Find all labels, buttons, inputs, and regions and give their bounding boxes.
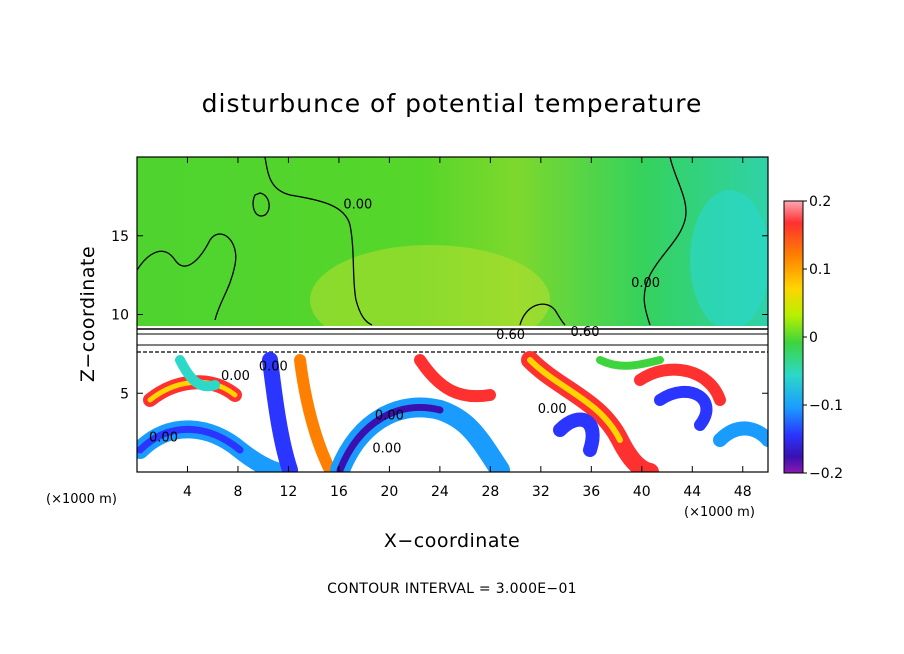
x-tick-label: 16 [330,484,348,500]
x-tick-label: 24 [431,484,449,500]
y-axis-title: Z−coordinate [77,246,99,382]
y-axis-ticks: 5 10 15 [111,229,768,402]
contour-label: 0.60 [571,325,600,340]
x-tick-label: 32 [532,484,550,500]
x-axis-ticks: 4 8 12 16 20 24 28 32 36 40 44 48 [183,157,752,500]
x-unit-label-left: (×1000 m) [46,492,117,507]
x-tick-label: 4 [183,484,192,500]
y-tick-label: 15 [111,229,129,245]
contour-label: 0.00 [372,441,401,456]
contour-label: 0.00 [631,276,660,291]
turbulent-eddies [137,351,768,472]
colorbar-ticks: 0.2 0.1 0 −0.1 −0.2 [803,194,843,482]
x-tick-label: 44 [683,484,701,500]
y-tick-label: 10 [111,308,129,324]
x-unit-label-right: (×1000 m) [684,505,755,520]
plot-area [137,157,768,472]
x-tick-label: 40 [633,484,651,500]
chart-title: disturbunce of potential temperature [202,89,703,118]
x-tick-label: 12 [280,484,298,500]
colorbar-tick-label: 0.1 [809,262,831,278]
inversion-band [137,326,768,356]
x-tick-label: 8 [233,484,242,500]
contour-label: 0.00 [221,369,250,384]
x-tick-label: 28 [481,484,499,500]
x-axis-title: X−coordinate [384,530,520,552]
colorbar-tick-label: 0.2 [809,194,831,210]
contour-lines [137,157,687,326]
x-tick-label: 36 [582,484,600,500]
colorbar-tick-label: −0.1 [809,398,843,414]
colorbar-scale [783,200,804,474]
contour-labels: 0.00 0.00 0.60 0.60 0.00 0.00 0.00 0.00 0.00 0.00 [149,197,660,456]
colorbar: 0.2 0.1 0 −0.1 −0.2 [783,194,843,482]
x-tick-label: 48 [734,484,752,500]
contour-label: 0.00 [538,402,567,417]
y-tick-label: 5 [120,386,129,402]
colorbar-tick-label: 0 [809,330,818,346]
contour-label: 0.00 [149,430,178,445]
x-tick-label: 20 [380,484,398,500]
cool-patch [690,190,768,330]
contour-interval-note: CONTOUR INTERVAL = 3.000E−01 [327,581,577,597]
colorbar-tick-label: −0.2 [809,466,843,482]
contour-label: 0.60 [496,328,525,343]
contour-label: 0.00 [343,197,372,212]
contour-label: 0.00 [375,408,404,423]
contour-label: 0.00 [259,359,288,374]
